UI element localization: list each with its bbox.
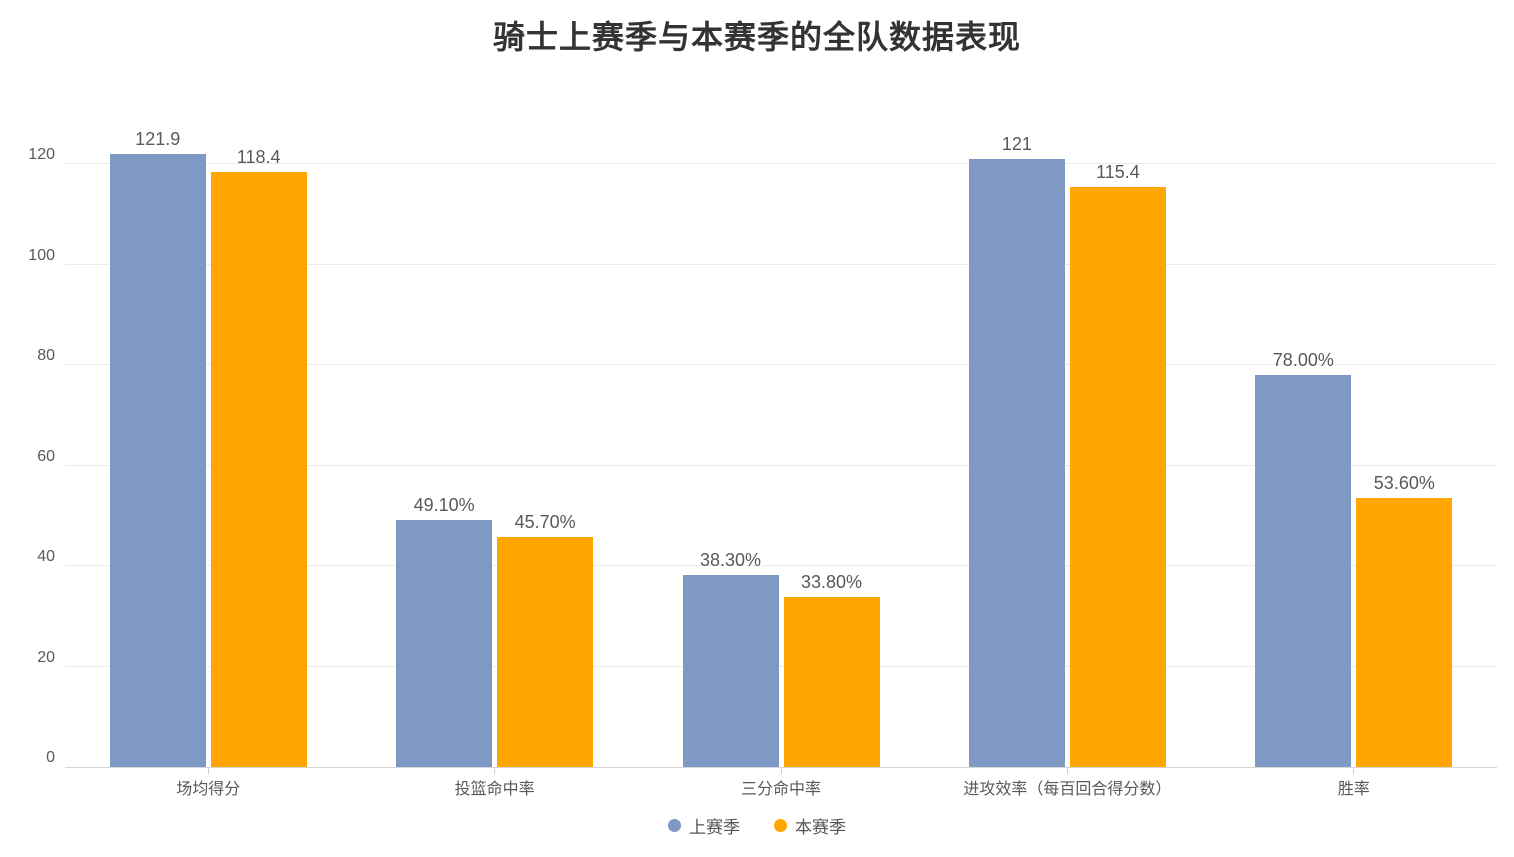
x-axis-tick-4 <box>1066 768 1068 774</box>
x-axis-tick-5 <box>1353 768 1355 774</box>
x-axis-label-4: 进攻效率（每百回合得分数） <box>963 781 1172 798</box>
x-axis-tick-2 <box>494 768 496 774</box>
gridline-y-20 <box>65 665 1497 667</box>
y-tick-label-100: 100 <box>28 246 55 264</box>
bar-本赛季-进攻效率（每百回合得分数）[interactable]: 115.4 <box>1069 162 1166 767</box>
bar-group-1: 121.9 118.4 <box>65 129 351 767</box>
y-tick-label-80: 80 <box>37 347 55 364</box>
plot-area: 0 20 40 60 80 100 120 121.9 118.4 49.10% 45.70% 38… <box>28 129 1497 774</box>
gridline-y-60 <box>65 464 1497 466</box>
x-axis-labels: 场均得分 投篮命中率 三分命中率 进攻效率（每百回合得分数） 胜率 <box>65 775 1497 799</box>
bar-group-4: 121 115.4 <box>924 134 1210 767</box>
x-axis-label-1: 场均得分 <box>176 781 241 798</box>
bar-上赛季-场均得分[interactable]: 121.9 <box>109 129 206 767</box>
bar-value-label: 45.70% <box>514 512 576 533</box>
bar-groups: 121.9 118.4 49.10% 45.70% 38.30% 33.80% 121 115… <box>65 129 1497 767</box>
bar-本赛季-场均得分[interactable]: 118.4 <box>210 147 307 767</box>
y-tick-label-20: 20 <box>37 648 55 666</box>
x-axis-tick-1 <box>207 768 209 774</box>
x-axis-label-3: 三分命中率 <box>741 781 822 798</box>
bar-group-5: 78.00% 53.60% <box>1211 140 1497 767</box>
bar-本赛季-投篮命中率[interactable]: 45.70% <box>497 512 594 767</box>
y-tick-label-40: 40 <box>37 548 55 565</box>
bar-上赛季-投篮命中率[interactable]: 49.10% <box>396 495 493 767</box>
gridline-y-120 <box>65 163 1497 164</box>
legend-item-上赛季[interactable]: 上赛季 <box>668 813 740 838</box>
bar-value-label: 121 <box>1001 133 1032 154</box>
legend-label: 上赛季 <box>689 818 740 837</box>
bar-上赛季-胜率[interactable]: 78.00% <box>1255 350 1352 767</box>
y-tick-label-60: 60 <box>37 447 55 465</box>
y-tick-label-0: 0 <box>46 749 55 766</box>
chart-title: 骑士上赛季与本赛季的全队数据表现 <box>492 19 1021 55</box>
bar-上赛季-进攻效率（每百回合得分数）[interactable]: 121 <box>968 134 1065 767</box>
legend-item-本赛季[interactable]: 本赛季 <box>774 813 846 838</box>
x-axis-label-2: 投篮命中率 <box>454 781 535 798</box>
bar-group-3: 38.30% 33.80% <box>638 140 924 767</box>
bar-value-label: 118.4 <box>236 147 281 168</box>
gridline-y-80 <box>65 364 1497 365</box>
legend: 上赛季 本赛季 <box>0 813 1514 838</box>
legend-dot-icon <box>774 819 787 832</box>
bar-本赛季-胜率[interactable]: 53.60% <box>1356 473 1453 767</box>
legend-label: 本赛季 <box>795 818 846 837</box>
bar-value-label: 78.00% <box>1272 350 1334 371</box>
bar-value-label: 53.60% <box>1373 472 1435 493</box>
bar-value-label: 38.30% <box>699 549 762 570</box>
bar-value-label: 115.4 <box>1096 162 1140 183</box>
legend-dot-icon <box>668 819 681 832</box>
bar-value-label: 49.10% <box>413 495 475 516</box>
y-tick-label-120: 120 <box>28 146 55 163</box>
gridline-y-40 <box>65 565 1497 566</box>
x-axis-tick-3 <box>780 768 782 774</box>
bar-group-2: 49.10% 45.70% <box>351 140 637 767</box>
bar-本赛季-三分命中率[interactable]: 33.80% <box>783 572 880 767</box>
gridline-y-100 <box>65 263 1497 265</box>
x-axis-label-5: 胜率 <box>1337 781 1370 798</box>
bar-value-label: 33.80% <box>800 572 863 593</box>
bar-上赛季-三分命中率[interactable]: 38.30% <box>682 550 779 767</box>
bar-value-label: 121.9 <box>135 129 181 150</box>
